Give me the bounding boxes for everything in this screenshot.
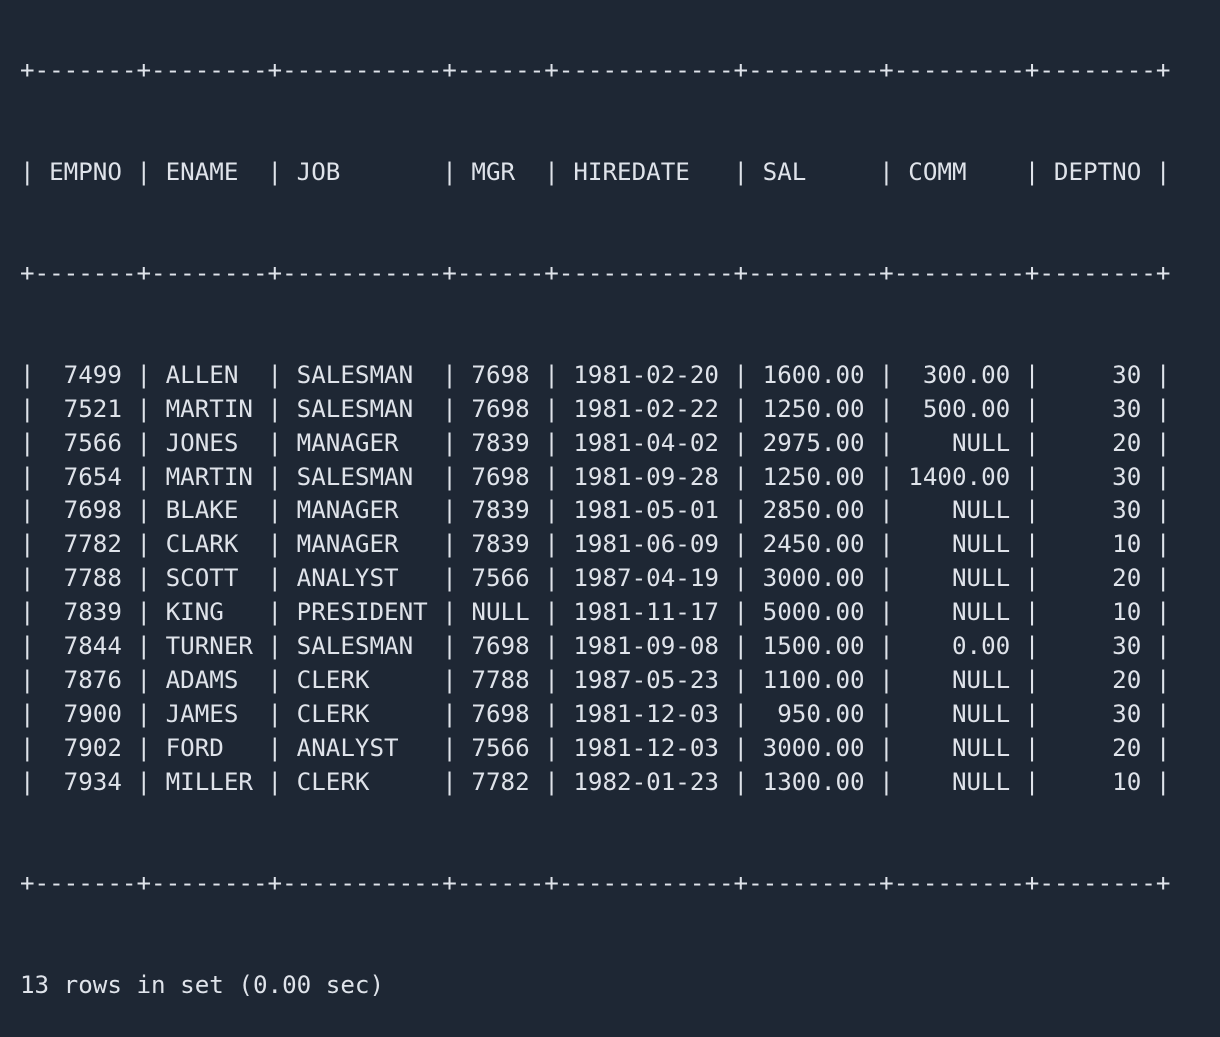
table-row: | 7499 | ALLEN | SALESMAN | 7698 | 1981-… <box>20 360 1171 389</box>
table-row: | 7900 | JAMES | CLERK | 7698 | 1981-12-… <box>20 699 1171 728</box>
table-row: | 7566 | JONES | MANAGER | 7839 | 1981-0… <box>20 428 1171 457</box>
table-row: | 7782 | CLARK | MANAGER | 7839 | 1981-0… <box>20 530 1171 559</box>
table-row: | 7844 | TURNER | SALESMAN | 7698 | 1981… <box>20 632 1171 661</box>
table-row: | 7521 | MARTIN | SALESMAN | 7698 | 1981… <box>20 394 1171 423</box>
table-row: | 7934 | MILLER | CLERK | 7782 | 1982-01… <box>20 767 1171 796</box>
table-header-row: | EMPNO | ENAME | JOB | MGR | HIREDATE |… <box>20 157 1171 186</box>
table-row: | 7788 | SCOTT | ANALYST | 7566 | 1987-0… <box>20 564 1171 593</box>
table-row: | 7654 | MARTIN | SALESMAN | 7698 | 1981… <box>20 462 1171 491</box>
table-border-bottom: +-------+--------+-----------+------+---… <box>20 869 1171 898</box>
query-status: 13 rows in set (0.00 sec) <box>20 971 385 1000</box>
table-body: | 7499 | ALLEN | SALESMAN | 7698 | 1981-… <box>20 359 1220 800</box>
table-border-top: +-------+--------+-----------+------+---… <box>20 55 1171 84</box>
table-border-header: +-------+--------+-----------+------+---… <box>20 259 1171 288</box>
table-row: | 7902 | FORD | ANALYST | 7566 | 1981-12… <box>20 733 1171 762</box>
table-row: | 7839 | KING | PRESIDENT | NULL | 1981-… <box>20 598 1171 627</box>
table-row: | 7698 | BLAKE | MANAGER | 7839 | 1981-0… <box>20 496 1171 525</box>
table-row: | 7876 | ADAMS | CLERK | 7788 | 1987-05-… <box>20 665 1171 694</box>
terminal-window[interactable]: +-------+--------+-----------+------+---… <box>0 0 1220 999</box>
